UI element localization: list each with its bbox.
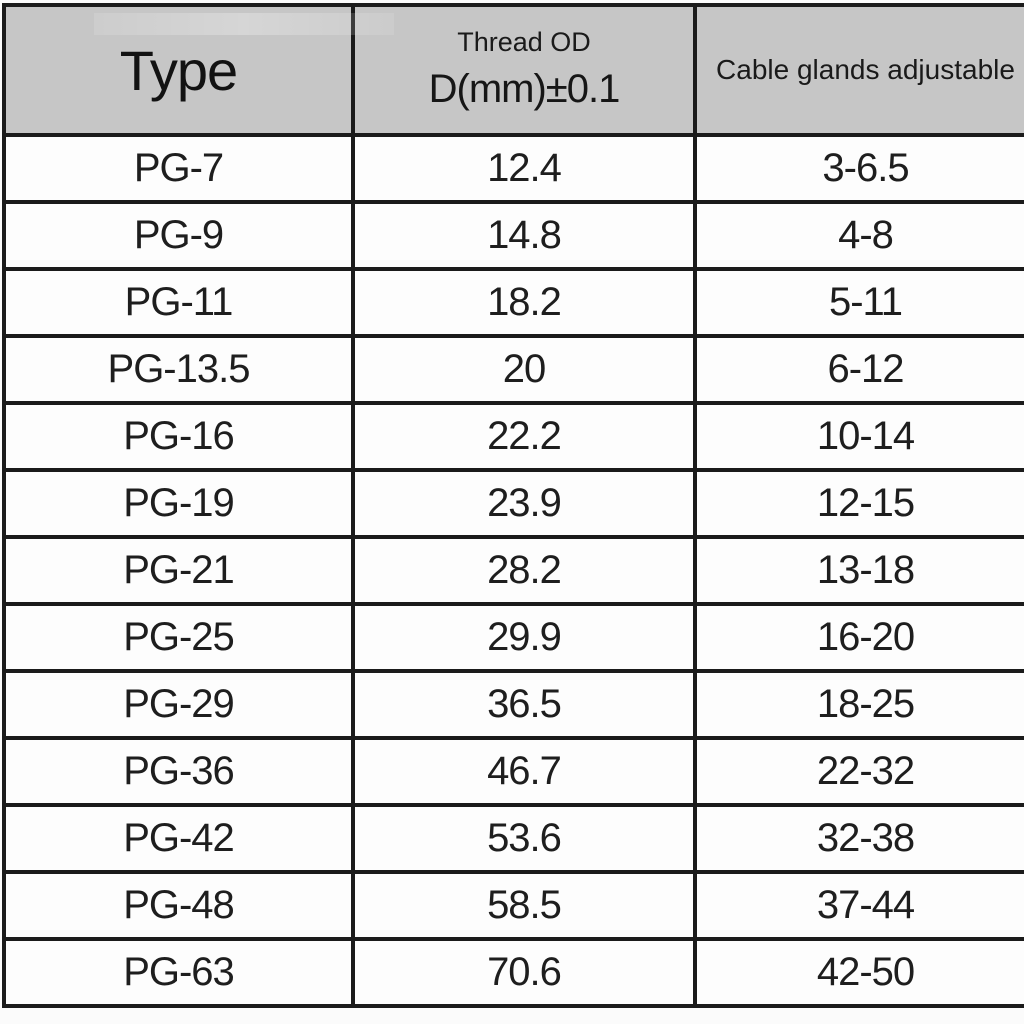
cell-type: PG-48 [2,870,355,941]
cell-type: PG-42 [2,803,355,874]
cell-thread-od: 22.2 [351,401,697,472]
cell-range: 22-32 [693,736,1024,807]
cell-range: 16-20 [693,602,1024,673]
cell-range: 4-8 [693,200,1024,271]
col-header-thread-od-unit: D(mm)±0.1 [428,67,621,112]
cell-thread-od: 14.8 [351,200,697,271]
cell-range: 12-15 [693,468,1024,539]
cell-thread-od: 53.6 [351,803,697,874]
cell-thread-od: 23.9 [351,468,697,539]
col-header-type: Type [2,3,394,137]
cell-type: PG-36 [2,736,355,807]
cell-range: 6-12 [693,334,1024,405]
cell-range: 5-11 [693,267,1024,338]
cell-type: PG-7 [2,133,355,204]
table-row: PG-42 53.6 32-38 [2,803,1024,874]
header-row: Type Thread OD D(mm)±0.1 Cable glands ad… [2,3,1024,137]
cell-type: PG-19 [2,468,355,539]
col-header-adjustable-label: Cable glands adjustable [716,54,1015,85]
cell-range: 3-6.5 [693,133,1024,204]
table-row: PG-36 46.7 22-32 [2,736,1024,807]
cell-thread-od: 46.7 [351,736,697,807]
table-row: PG-11 18.2 5-11 [2,267,1024,338]
cell-type: PG-29 [2,669,355,740]
cell-type: PG-25 [2,602,355,673]
cell-thread-od: 58.5 [351,870,697,941]
cell-type: PG-16 [2,401,355,472]
col-header-thread-od: Thread OD D(mm)±0.1 [351,3,697,137]
col-header-type-label: Type [119,38,238,102]
cell-thread-od: 29.9 [351,602,697,673]
table-row: PG-13.5 20 6-12 [2,334,1024,405]
cell-range: 42-50 [693,937,1024,1008]
table-row: PG-19 23.9 12-15 [2,468,1024,539]
table-row: PG-16 22.2 10-14 [2,401,1024,472]
cell-type: PG-13.5 [2,334,355,405]
scan-artifact [94,13,394,35]
spec-table: Type Thread OD D(mm)±0.1 Cable glands ad… [2,3,1024,1008]
spec-table-body: PG-7 12.4 3-6.5 PG-9 14.8 4-8 PG-11 18.2… [2,133,1024,1008]
cell-range: 32-38 [693,803,1024,874]
table-row: PG-9 14.8 4-8 [2,200,1024,271]
table-row: PG-21 28.2 13-18 [2,535,1024,606]
cell-type: PG-11 [2,267,355,338]
cell-thread-od: 20 [351,334,697,405]
col-header-adjustable: Cable glands adjustable [693,3,1024,137]
cell-thread-od: 28.2 [351,535,697,606]
table-row: PG-25 29.9 16-20 [2,602,1024,673]
table-row: PG-48 58.5 37-44 [2,870,1024,941]
cell-thread-od: 12.4 [351,133,697,204]
cell-thread-od: 70.6 [351,937,697,1008]
table-row: PG-7 12.4 3-6.5 [2,133,1024,204]
cell-type: PG-21 [2,535,355,606]
spec-table-header: Type Thread OD D(mm)±0.1 Cable glands ad… [2,3,1024,137]
table-row: PG-63 70.6 42-50 [2,937,1024,1008]
cell-range: 13-18 [693,535,1024,606]
cell-thread-od: 36.5 [351,669,697,740]
table-row: PG-29 36.5 18-25 [2,669,1024,740]
cell-range: 18-25 [693,669,1024,740]
cell-type: PG-63 [2,937,355,1008]
cell-type: PG-9 [2,200,355,271]
cell-range: 10-14 [693,401,1024,472]
cell-range: 37-44 [693,870,1024,941]
col-header-thread-od-label: Thread OD [457,26,591,57]
cell-thread-od: 18.2 [351,267,697,338]
